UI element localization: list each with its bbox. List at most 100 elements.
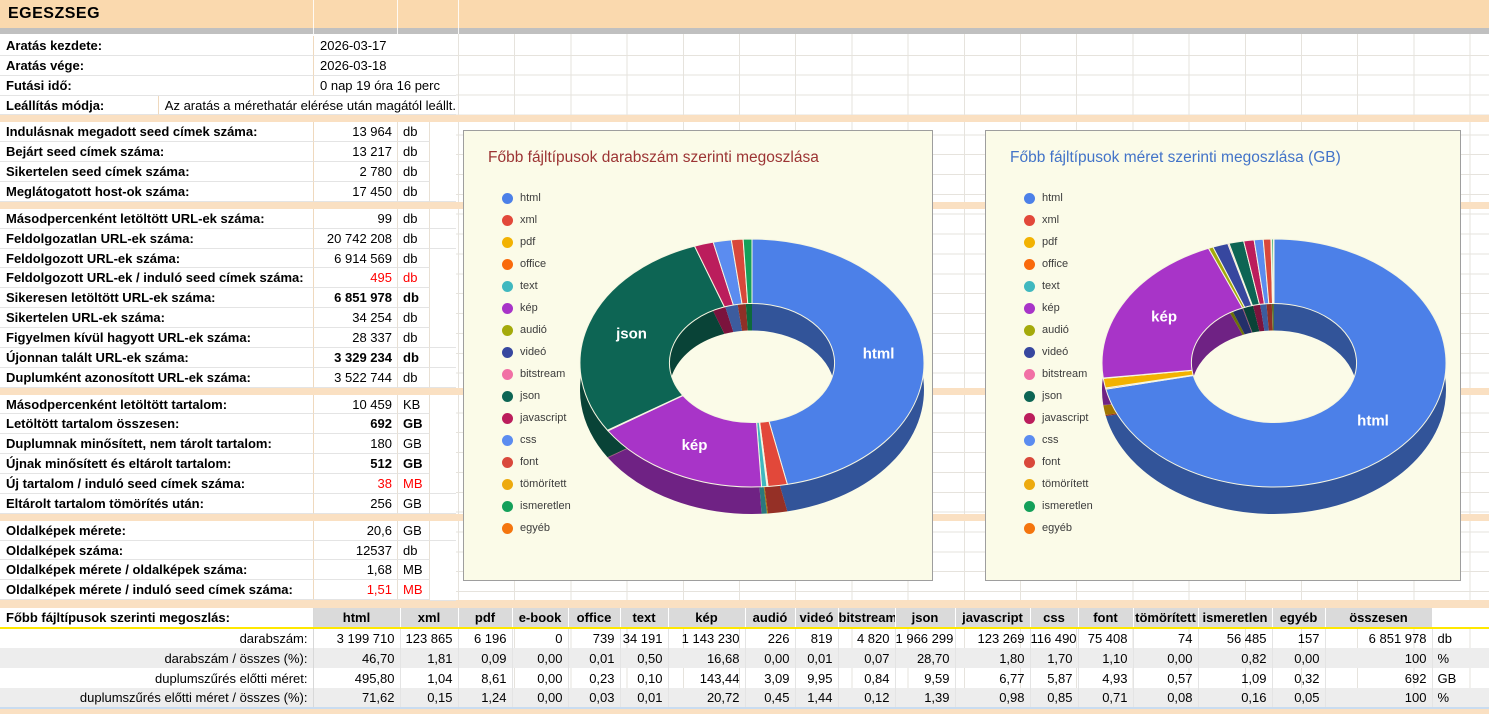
row-label: darabszám:: [0, 628, 314, 648]
cell-value: 0: [512, 628, 569, 648]
legend-color-dot-icon: [502, 258, 513, 270]
legend-color-dot-icon: [1024, 434, 1035, 446]
cell-value: 1,80: [955, 648, 1031, 668]
cell-value: 495,80: [313, 668, 401, 688]
stat-unit: db: [398, 208, 430, 229]
cell-value: 0,07: [838, 648, 896, 668]
stat-label: Újonnan talált URL-ek száma:: [0, 347, 314, 368]
cell-value: 6 196: [458, 628, 513, 648]
cell-value: 1 143 230: [668, 628, 746, 648]
cell-value: 0,85: [1030, 688, 1079, 709]
stat-label: Feldolgozott URL-ek / induló seed címek …: [0, 268, 314, 289]
stat-row: Sikertelen seed címek száma: 2 780 db: [0, 162, 456, 183]
legend-item: ismeretlen: [1024, 495, 1093, 517]
filetype-column-header: css: [1030, 608, 1079, 629]
legend-color-dot-icon: [502, 346, 513, 358]
stat-filler: [430, 228, 456, 250]
legend-item: office: [1024, 253, 1093, 275]
stat-unit: db: [398, 308, 430, 329]
legend-label: bitstream: [1042, 368, 1088, 380]
stat-value: 17 450: [314, 182, 398, 202]
row-label: duplumszűrés előtti méret:: [0, 668, 314, 688]
cell-value: 0,00: [1133, 648, 1199, 668]
chart-legend: html xml pdf office text kép audió videó bitstre…: [502, 187, 571, 539]
legend-color-dot-icon: [502, 302, 513, 314]
cell-value: 1,04: [400, 668, 459, 688]
legend-item: kép: [502, 297, 571, 319]
cell-value: 0,08: [1133, 688, 1199, 709]
header-cell-divider: [397, 0, 398, 34]
stat-value: 13 217: [314, 142, 398, 163]
stat-row: Letöltött tartalom összesen: 692 GB: [0, 414, 456, 435]
cell-value: 0,98: [955, 688, 1031, 709]
legend-item: pdf: [1024, 231, 1093, 253]
legend-label: tömörített: [520, 478, 567, 490]
stat-value: 28 337: [314, 328, 398, 348]
stat-value: 10 459: [314, 394, 398, 415]
stat-unit: GB: [398, 493, 430, 514]
stat-label: Aratás vége:: [0, 55, 314, 76]
row-unit: GB: [1437, 670, 1457, 686]
stat-label: Indulásnak megadott seed címek száma:: [0, 122, 314, 143]
stat-label: Oldalképek mérete / induló seed címek sz…: [0, 580, 314, 601]
donut-slice-label: kép: [682, 437, 708, 454]
donut-chart: html kép: [1101, 238, 1447, 514]
cell-value: 56 485: [1198, 628, 1273, 648]
legend-item: xml: [1024, 209, 1093, 231]
stat-row: Oldalképek mérete / oldalképek száma: 1,6…: [0, 560, 456, 581]
row-label: darabszám / összes (%):: [0, 648, 314, 668]
stat-unit: MB: [398, 580, 430, 601]
stat-unit: db: [398, 142, 430, 163]
legend-color-dot-icon: [1024, 522, 1035, 534]
stat-label: Sikertelen seed címek száma:: [0, 162, 314, 183]
header-divider-bar: [0, 28, 1489, 34]
header-cell-divider: [313, 0, 314, 34]
stat-label: Eltárolt tartalom tömörítés után:: [0, 493, 314, 514]
cell-value: 0,23: [568, 668, 621, 688]
legend-label: xml: [1042, 214, 1060, 226]
legend-label: javascript: [1042, 412, 1089, 424]
legend-item: text: [502, 275, 571, 297]
chart-panel-size: Főbb fájltípusok méret szerinti megoszlá…: [985, 130, 1461, 581]
stat-filler: [430, 560, 456, 581]
stat-unit: db: [398, 347, 430, 368]
cell-value: 0,84: [838, 668, 896, 688]
filetype-column-header: bitstream: [838, 608, 896, 629]
stat-filler: [430, 328, 456, 349]
legend-item: tömörített: [1024, 473, 1093, 495]
cell-value: 692: [1325, 668, 1433, 688]
stat-row: Futási idő: 0 nap 19 óra 16 perc: [0, 75, 456, 96]
cell-value: 0,01: [620, 688, 669, 709]
cell-value: 1,39: [895, 688, 956, 709]
stat-value: 3 329 234: [314, 347, 398, 368]
stat-unit: db: [398, 288, 430, 309]
cell-value: 1,81: [400, 648, 459, 668]
stat-value: 2 780: [314, 162, 398, 183]
stat-value: 0 nap 19 óra 16 perc: [314, 76, 456, 96]
cell-value: 116 490: [1030, 628, 1079, 648]
stat-row: Új tartalom / induló seed címek száma: 38…: [0, 474, 456, 495]
legend-label: office: [520, 258, 547, 270]
stat-label: Újnak minősített és eltárolt tartalom:: [0, 454, 314, 475]
legend-item: json: [502, 385, 571, 407]
cell-value: 4 820: [838, 628, 896, 648]
stat-label: Figyelmen kívül hagyott URL-ek száma:: [0, 328, 314, 348]
legend-color-dot-icon: [502, 478, 513, 490]
stat-label: Duplumként azonosított URL-ek száma:: [0, 367, 314, 388]
stat-row: Leállítás módja: Az aratás a mérethatár e…: [0, 95, 456, 116]
legend-item: audió: [502, 319, 571, 341]
stat-row: Bejárt seed címek száma: 13 217 db: [0, 142, 456, 163]
legend-label: pdf: [1042, 236, 1058, 248]
stat-filler: [430, 454, 456, 475]
page-title: EGESZSEG: [8, 5, 101, 22]
donut-slice-kép: [1101, 247, 1244, 379]
legend-label: office: [1042, 258, 1069, 270]
legend-item: videó: [1024, 341, 1093, 363]
stat-value: 2026-03-18: [314, 56, 456, 76]
stat-label: Feldolgozott URL-ek száma:: [0, 248, 314, 269]
filetype-table: Főbb fájltípusok szerinti megoszlás: html…: [0, 608, 1489, 709]
legend-item: ismeretlen: [502, 495, 571, 517]
cell-value: 143,44: [668, 668, 746, 688]
cell-value: 0,57: [1133, 668, 1199, 688]
legend-label: kép: [520, 302, 538, 314]
